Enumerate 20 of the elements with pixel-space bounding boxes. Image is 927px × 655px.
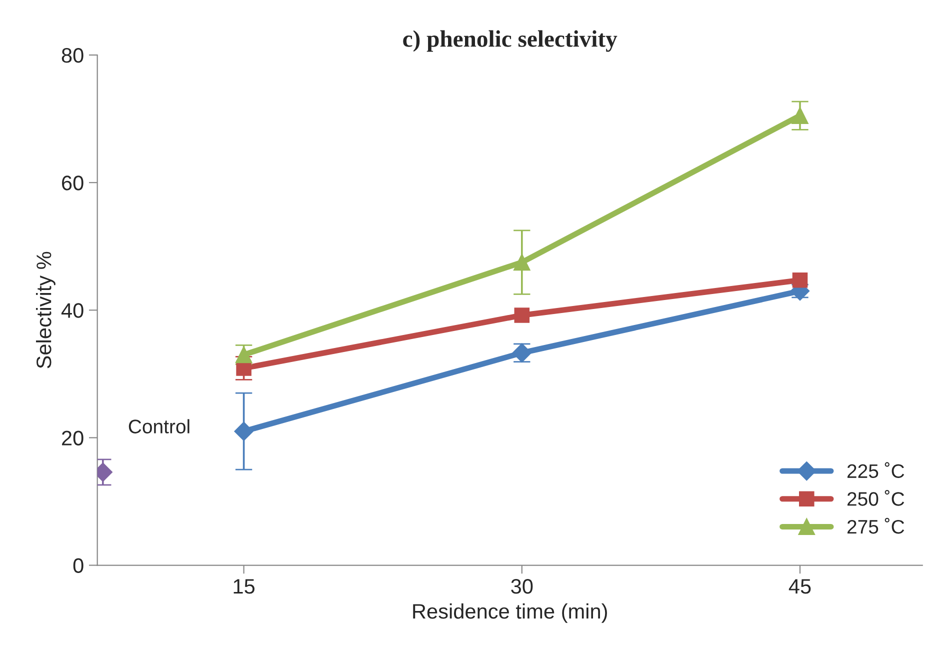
y-tick-label: 20 [62,430,84,446]
y-tick-label: 60 [62,176,84,190]
legend-label: 250 ˚C [847,490,904,506]
x-tick-label: 30 [511,579,533,594]
chart-title: c) phenolic selectivity [403,30,618,52]
legend-label: 225 ˚C [847,462,904,478]
point [234,422,254,441]
x-tick-label: 45 [788,579,811,594]
point [792,107,808,124]
y-tick-label: 0 [73,558,84,574]
y-tick-label: 40 [61,303,84,318]
y-axis-title: Selectivity % [36,252,56,368]
x-tick-label: 15 [234,579,255,594]
annotation: Control [128,419,190,434]
x-axis-title: Residence time (min) [413,603,607,623]
point [514,254,530,271]
point [792,272,808,288]
legend-label: 275 ˚C [847,518,904,534]
point [514,308,530,323]
y-tick-label: 80 [62,48,84,63]
